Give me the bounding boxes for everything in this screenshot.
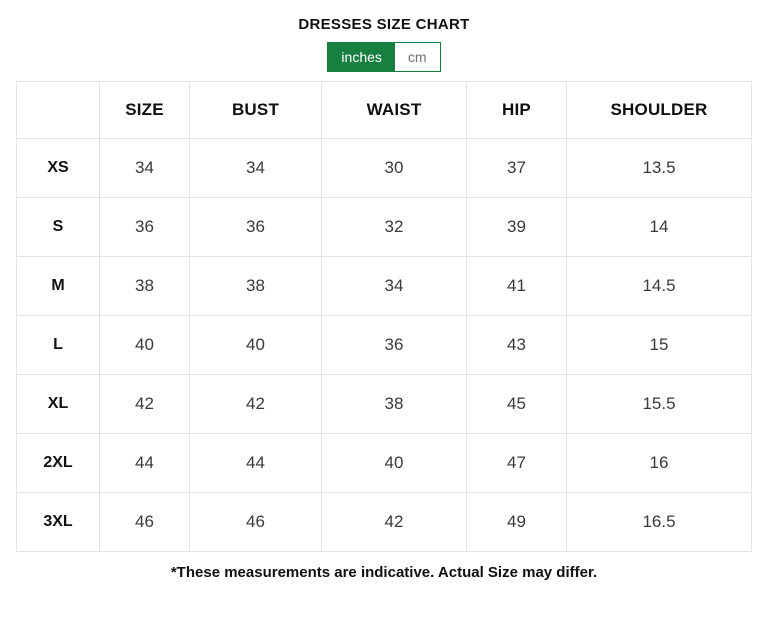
table-cell: 44 bbox=[189, 433, 322, 493]
table-cell: 38 bbox=[99, 256, 190, 316]
table-row-s: S 36 36 32 39 14 bbox=[16, 197, 752, 257]
table-header-row: SIZE BUST WAIST HIP SHOULDER bbox=[16, 81, 752, 139]
table-row-xl: XL 42 42 38 45 15.5 bbox=[16, 374, 752, 434]
table-cell: 30 bbox=[321, 138, 467, 198]
table-cell: 46 bbox=[99, 492, 190, 552]
table-cell: 42 bbox=[189, 374, 322, 434]
header-cell-size: SIZE bbox=[99, 81, 190, 139]
table-cell: 14 bbox=[566, 197, 752, 257]
table-row-l: L 40 40 36 43 15 bbox=[16, 315, 752, 375]
table-cell: 40 bbox=[99, 315, 190, 375]
unit-toggle-inches-button[interactable]: inches bbox=[328, 43, 395, 71]
table-cell: 49 bbox=[466, 492, 567, 552]
page-title: DRESSES SIZE CHART bbox=[298, 16, 470, 33]
table-cell: 34 bbox=[99, 138, 190, 198]
table-cell: 46 bbox=[189, 492, 322, 552]
table-cell: 39 bbox=[466, 197, 567, 257]
header-cell-blank bbox=[16, 81, 100, 139]
table-cell: 40 bbox=[189, 315, 322, 375]
table-cell: 47 bbox=[466, 433, 567, 493]
size-label: XS bbox=[16, 138, 100, 198]
size-label: 3XL bbox=[16, 492, 100, 552]
table-cell: 36 bbox=[99, 197, 190, 257]
table-cell: 16.5 bbox=[566, 492, 752, 552]
size-label: M bbox=[16, 256, 100, 316]
header-cell-shoulder: SHOULDER bbox=[566, 81, 752, 139]
size-label: L bbox=[16, 315, 100, 375]
unit-toggle-cm-button[interactable]: cm bbox=[394, 43, 440, 71]
table-cell: 13.5 bbox=[566, 138, 752, 198]
unit-toggle: inches cm bbox=[327, 42, 441, 72]
table-cell: 38 bbox=[321, 374, 467, 434]
size-label: S bbox=[16, 197, 100, 257]
table-cell: 34 bbox=[189, 138, 322, 198]
table-cell: 38 bbox=[189, 256, 322, 316]
table-cell: 40 bbox=[321, 433, 467, 493]
header-cell-hip: HIP bbox=[466, 81, 567, 139]
table-cell: 43 bbox=[466, 315, 567, 375]
footnote: *These measurements are indicative. Actu… bbox=[170, 564, 598, 581]
table-cell: 14.5 bbox=[566, 256, 752, 316]
unit-toggle-wrap: inches cm bbox=[0, 42, 768, 72]
table-row-m: M 38 38 34 41 14.5 bbox=[16, 256, 752, 316]
table-row-2xl: 2XL 44 44 40 47 16 bbox=[16, 433, 752, 493]
table-cell: 36 bbox=[321, 315, 467, 375]
table-cell: 41 bbox=[466, 256, 567, 316]
table-cell: 42 bbox=[321, 492, 467, 552]
table-cell: 37 bbox=[466, 138, 567, 198]
table-row-3xl: 3XL 46 46 42 49 16.5 bbox=[16, 492, 752, 552]
table-cell: 44 bbox=[99, 433, 190, 493]
header-cell-waist: WAIST bbox=[321, 81, 467, 139]
table-row-xs: XS 34 34 30 37 13.5 bbox=[16, 138, 752, 198]
table-cell: 34 bbox=[321, 256, 467, 316]
header-cell-bust: BUST bbox=[189, 81, 322, 139]
size-label: XL bbox=[16, 374, 100, 434]
table-cell: 16 bbox=[566, 433, 752, 493]
size-chart-table: SIZE BUST WAIST HIP SHOULDER XS 34 34 30… bbox=[16, 81, 752, 552]
table-cell: 42 bbox=[99, 374, 190, 434]
table-cell: 36 bbox=[189, 197, 322, 257]
table-cell: 15 bbox=[566, 315, 752, 375]
table-cell: 45 bbox=[466, 374, 567, 434]
table-cell: 15.5 bbox=[566, 374, 752, 434]
size-label: 2XL bbox=[16, 433, 100, 493]
table-cell: 32 bbox=[321, 197, 467, 257]
